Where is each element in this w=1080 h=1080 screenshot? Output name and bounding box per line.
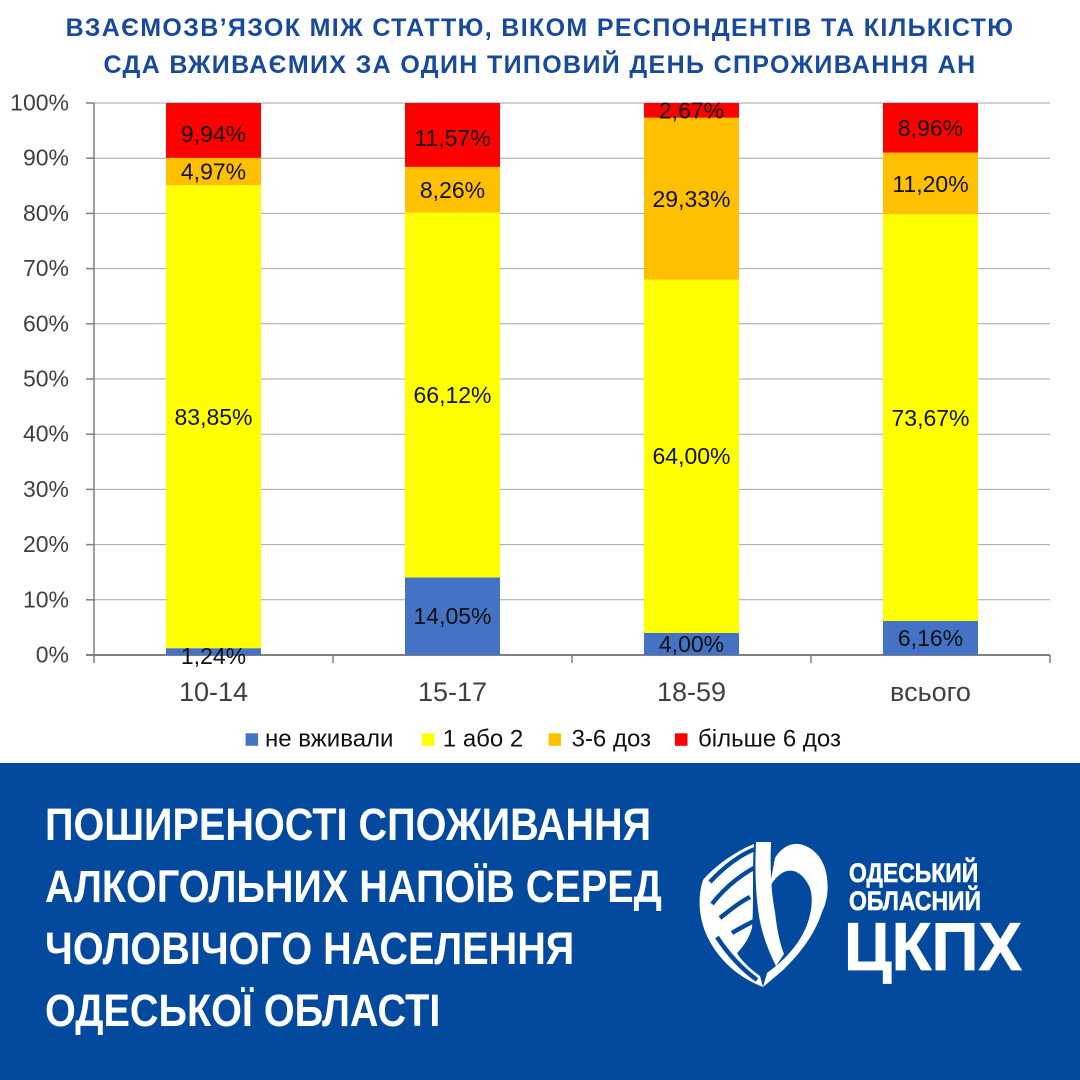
svg-text:1 або 2: 1 або 2 [443,726,523,753]
svg-text:9,94%: 9,94% [181,121,246,147]
svg-text:30%: 30% [23,476,69,502]
svg-text:40%: 40% [23,421,69,447]
svg-text:20%: 20% [23,531,69,557]
svg-text:2,67%: 2,67% [659,98,724,124]
svg-text:10-14: 10-14 [179,677,248,707]
svg-text:60%: 60% [23,310,69,336]
svg-text:4,97%: 4,97% [181,159,246,185]
svg-text:1,24%: 1,24% [181,643,246,669]
svg-text:11,57%: 11,57% [414,125,490,151]
svg-text:0%: 0% [36,642,69,668]
svg-text:11,20%: 11,20% [892,171,968,197]
svg-text:70%: 70% [23,255,69,281]
svg-text:не вживали: не вживали [265,726,393,753]
svg-text:більше 6 доз: більше 6 доз [698,726,841,753]
svg-text:14,05%: 14,05% [413,603,491,629]
svg-text:8,96%: 8,96% [898,115,963,141]
svg-text:3-6 доз: 3-6 доз [572,726,651,753]
svg-text:4,00%: 4,00% [659,631,724,657]
svg-text:18-59: 18-59 [657,677,726,707]
svg-text:6,16%: 6,16% [898,625,963,651]
svg-text:73,67%: 73,67% [891,405,969,431]
svg-text:64,00%: 64,00% [652,443,730,469]
svg-text:100%: 100% [10,90,69,116]
svg-text:50%: 50% [23,366,69,392]
svg-text:83,85%: 83,85% [174,404,252,430]
svg-text:10%: 10% [23,586,69,612]
svg-text:всього: всього [890,677,971,707]
svg-text:15-17: 15-17 [418,677,487,707]
svg-text:90%: 90% [23,145,69,171]
svg-text:29,33%: 29,33% [652,186,730,212]
svg-text:66,12%: 66,12% [413,382,491,408]
svg-text:80%: 80% [23,200,69,226]
svg-text:8,26%: 8,26% [420,177,485,203]
